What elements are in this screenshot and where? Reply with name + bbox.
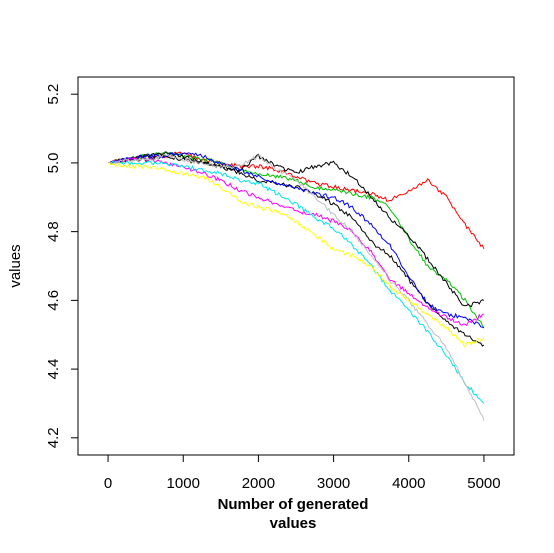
y-tick-label: 4.6 <box>45 290 62 311</box>
x-axis-title-line-1: Number of generated <box>218 496 369 513</box>
x-tick-label: 1000 <box>167 475 200 492</box>
y-tick-label: 4.2 <box>45 427 62 448</box>
x-tick-label: 2000 <box>242 475 275 492</box>
plot-frame <box>78 77 514 455</box>
series-line-7 <box>108 161 484 403</box>
x-tick-label: 4000 <box>392 475 425 492</box>
series-line-9 <box>108 163 484 347</box>
y-tick-label: 4.8 <box>45 221 62 242</box>
series-line-8 <box>108 154 484 420</box>
series-line-1 <box>108 152 484 249</box>
axis-layer: 0 1000 2000 3000 4000 5000 4.2 4.4 4.6 4.8 5.0 5.2 <box>45 84 501 492</box>
y-tick-label: 5.0 <box>45 152 62 173</box>
series-line-3 <box>108 152 484 307</box>
y-tick-label: 5.2 <box>45 84 62 105</box>
x-tick-label: 3000 <box>317 475 350 492</box>
x-tick-label: 5000 <box>467 475 500 492</box>
series-line-6 <box>108 158 484 325</box>
y-axis-title: values <box>7 244 24 287</box>
series-line-4 <box>108 154 484 346</box>
series-layer <box>108 152 484 421</box>
x-axis-title-line-2: values <box>270 515 317 532</box>
x-tick-label: 0 <box>104 475 112 492</box>
y-tick-label: 4.4 <box>45 359 62 380</box>
